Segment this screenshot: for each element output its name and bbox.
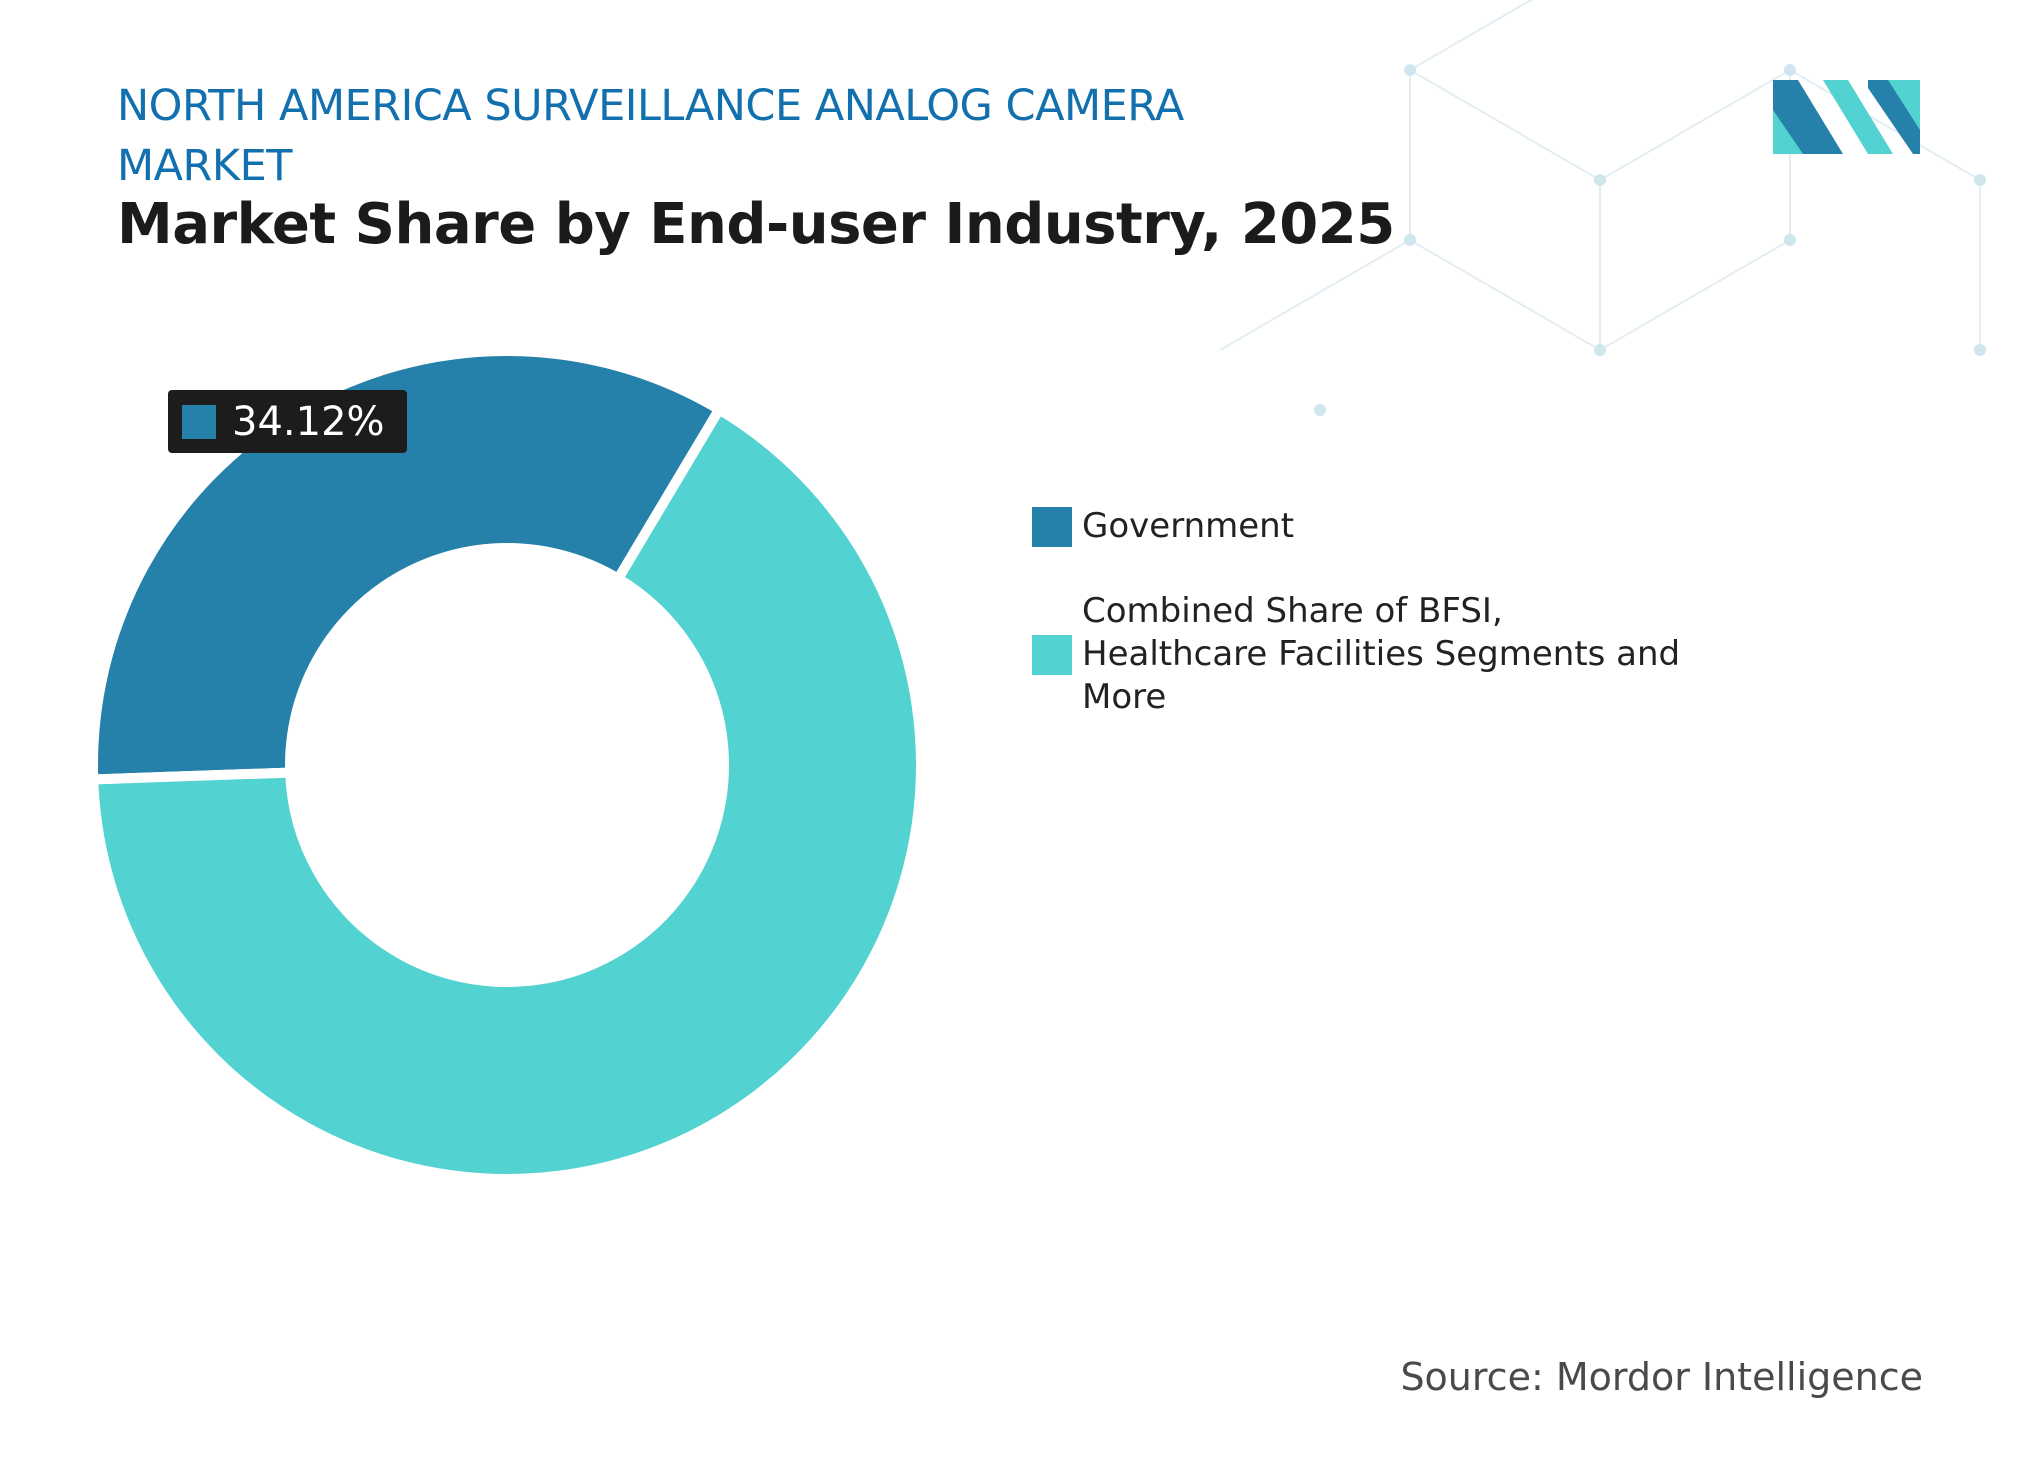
value-label: 34.12% [168, 390, 407, 453]
donut-slice [88, 402, 926, 1184]
legend-swatch [1032, 506, 1072, 547]
legend-swatch [1032, 634, 1072, 675]
chart-subtitle: Market Share by End-user Industry, 2025 [117, 192, 1395, 257]
donut-chart [88, 346, 926, 1184]
legend-label: Government [1082, 506, 1295, 546]
legend-item: Combined Share of BFSI, Healthcare Facil… [1032, 590, 1682, 719]
value-label-text: 34.12% [232, 398, 385, 445]
legend-item: Government [1032, 505, 1682, 548]
background-pattern [1220, 0, 1986, 416]
donut-slice [88, 346, 727, 785]
chart-title: NORTH AMERICA SURVEILLANCE ANALOG CAMERA… [117, 81, 1184, 191]
source: Source: Mordor Intelligence [1400, 1355, 1923, 1399]
value-label-swatch [182, 404, 216, 439]
legend-label: Combined Share of BFSI, Healthcare Facil… [1082, 591, 1681, 717]
logo [1773, 80, 1920, 154]
